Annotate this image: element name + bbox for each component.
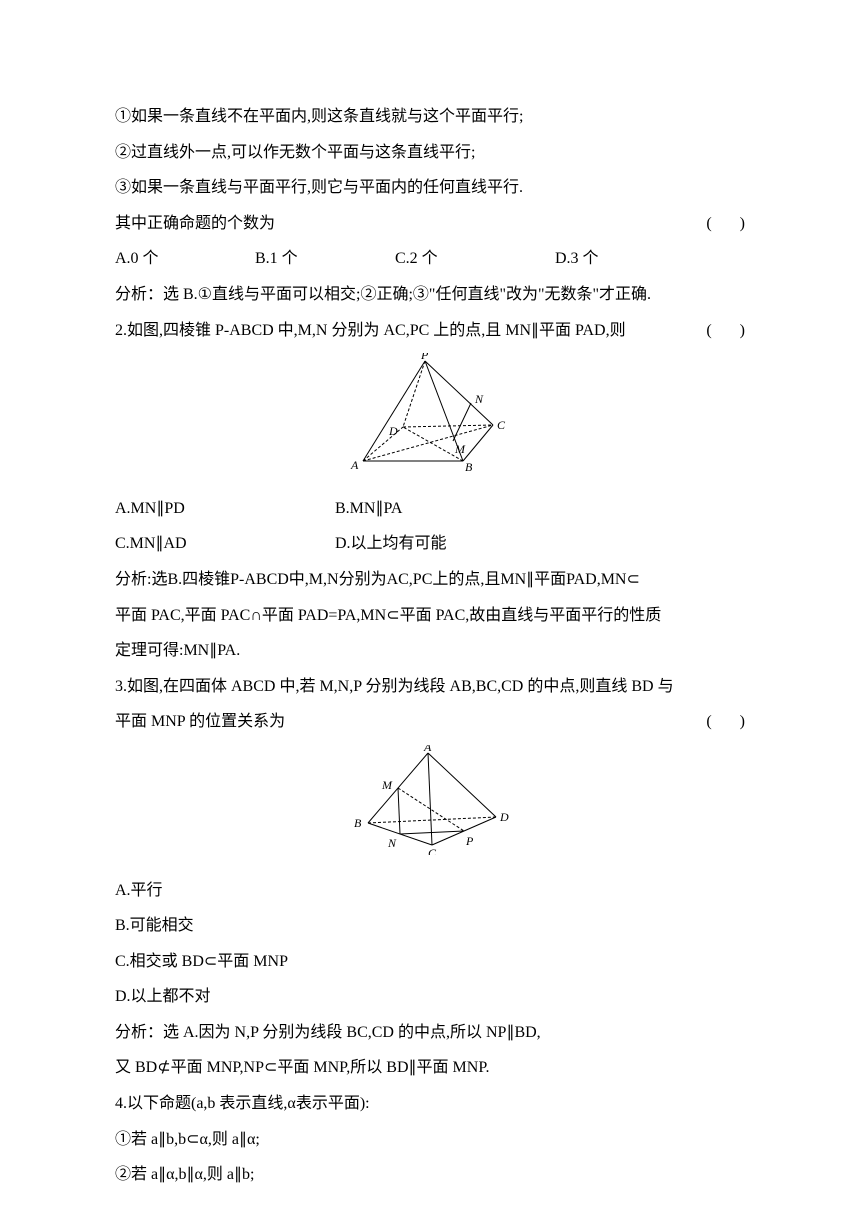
svg-text:N: N	[387, 836, 397, 850]
q2-diagram-svg: A B C D P M N	[345, 353, 515, 473]
q1-option-b: B.1 个	[255, 242, 395, 276]
q3-stem-2: 平面 MNP 的位置关系为	[115, 713, 285, 730]
svg-text:D: D	[388, 424, 398, 438]
q1-prompt-row: 其中正确命题的个数为 ( )	[115, 207, 745, 241]
q1-prompt: 其中正确命题的个数为	[115, 215, 275, 232]
q3-answer-blank: ( )	[706, 705, 745, 739]
svg-text:C: C	[497, 418, 506, 432]
q2-analysis-2: 平面 PAC,平面 PAC∩平面 PAD=PA,MN⊂平面 PAC,故由直线与平…	[115, 599, 745, 633]
q3-option-b: B.可能相交	[115, 909, 745, 943]
q3-analysis-1: 分析：选 A.因为 N,P 分别为线段 BC,CD 的中点,所以 NP∥BD,	[115, 1016, 745, 1050]
svg-text:M: M	[454, 442, 466, 456]
svg-text:A: A	[423, 745, 432, 754]
svg-text:P: P	[420, 353, 429, 362]
q1-option-c: C.2 个	[395, 242, 555, 276]
q4-statement-2: ②若 a∥α,b∥α,则 a∥b;	[115, 1158, 745, 1192]
q3-stem-2-row: 平面 MNP 的位置关系为 ( )	[115, 705, 745, 739]
q4-stem: 4.以下命题(a,b 表示直线,α表示平面):	[115, 1087, 745, 1121]
q2-stem: 2.如图,四棱锥 P-ABCD 中,M,N 分别为 AC,PC 上的点,且 MN…	[115, 322, 626, 339]
q1-statement-2: ②过直线外一点,可以作无数个平面与这条直线平行;	[115, 136, 745, 170]
svg-text:B: B	[354, 816, 362, 830]
q2-option-d: D.以上均有可能	[335, 527, 745, 561]
q2-diagram: A B C D P M N	[115, 353, 745, 486]
q2-stem-row: 2.如图,四棱锥 P-ABCD 中,M,N 分别为 AC,PC 上的点,且 MN…	[115, 314, 745, 348]
q2-answer-blank: ( )	[706, 314, 745, 348]
q3-analysis-2: 又 BD⊄平面 MNP,NP⊂平面 MNP,所以 BD∥平面 MNP.	[115, 1051, 745, 1085]
svg-text:N: N	[474, 392, 484, 406]
q2-option-c: C.MN∥AD	[115, 527, 335, 561]
q3-diagram-svg: A B C D M N P	[350, 745, 510, 855]
q1-option-d: D.3 个	[555, 242, 745, 276]
svg-text:A: A	[350, 458, 359, 472]
q2-analysis-1: 分析:选B.四棱锥P-ABCD中,M,N分别为AC,PC上的点,且MN∥平面PA…	[115, 563, 745, 597]
q2-options-row2: C.MN∥AD D.以上均有可能	[115, 527, 745, 561]
q3-option-d: D.以上都不对	[115, 980, 745, 1014]
svg-text:C: C	[428, 846, 437, 855]
q3-option-c: C.相交或 BD⊂平面 MNP	[115, 945, 745, 979]
q1-option-a: A.0 个	[115, 242, 255, 276]
svg-text:B: B	[465, 460, 473, 473]
q1-analysis: 分析：选 B.①直线与平面可以相交;②正确;③"任何直线"改为"无数条"才正确.	[115, 278, 745, 312]
q1-statement-1: ①如果一条直线不在平面内,则这条直线就与这个平面平行;	[115, 100, 745, 134]
svg-text:M: M	[381, 778, 393, 792]
q2-analysis-3: 定理可得:MN∥PA.	[115, 634, 745, 668]
q2-option-b: B.MN∥PA	[335, 492, 745, 526]
q3-option-a: A.平行	[115, 874, 745, 908]
q2-option-a: A.MN∥PD	[115, 492, 335, 526]
q1-statement-3: ③如果一条直线与平面平行,则它与平面内的任何直线平行.	[115, 171, 745, 205]
q4-statement-1: ①若 a∥b,b⊂α,则 a∥α;	[115, 1123, 745, 1157]
svg-text:D: D	[499, 810, 509, 824]
svg-text:P: P	[465, 834, 474, 848]
q1-options: A.0 个 B.1 个 C.2 个 D.3 个	[115, 242, 745, 276]
q3-diagram: A B C D M N P	[115, 745, 745, 868]
q2-options-row1: A.MN∥PD B.MN∥PA	[115, 492, 745, 526]
q3-stem-1: 3.如图,在四面体 ABCD 中,若 M,N,P 分别为线段 AB,BC,CD …	[115, 670, 745, 704]
q1-answer-blank: ( )	[706, 207, 745, 241]
